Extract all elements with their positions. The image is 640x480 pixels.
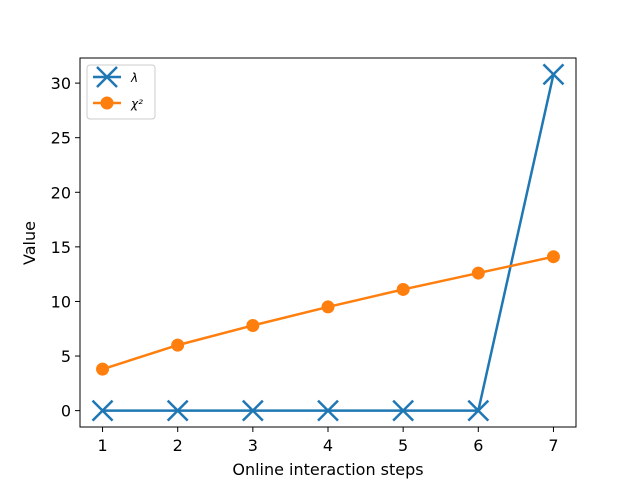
data-point-1 <box>317 399 339 422</box>
y-tick-label: 20 <box>51 183 71 202</box>
data-point-2 <box>471 266 485 280</box>
data-point-1 <box>542 63 565 86</box>
series-layer <box>91 63 565 422</box>
data-point-1 <box>392 399 415 422</box>
y-tick-label: 5 <box>61 347 71 366</box>
data-point-1 <box>467 399 490 422</box>
data-point-2 <box>96 362 110 376</box>
x-axis: 1 2 3 4 5 6 7 <box>97 427 559 455</box>
x-tick-label: 1 <box>97 436 107 455</box>
y-axis: 0 5 10 15 20 25 30 <box>51 74 80 421</box>
y-tick-label: 30 <box>51 74 71 93</box>
y-tick-label: 0 <box>61 402 71 421</box>
x-tick-label: 5 <box>398 436 408 455</box>
y-tick-label: 10 <box>51 292 71 311</box>
legend-marker <box>96 66 118 88</box>
x-tick-label: 4 <box>323 436 333 455</box>
data-point-1 <box>166 399 189 422</box>
x-tick-label: 6 <box>473 436 483 455</box>
legend: λ χ² <box>86 64 156 120</box>
data-point-2 <box>171 338 185 352</box>
series-line-1 <box>102 74 555 412</box>
x-tick-label: 2 <box>173 436 183 455</box>
data-point-1 <box>91 399 114 422</box>
legend-entry-label: χ² <box>130 97 143 111</box>
x-tick-label: 7 <box>548 436 558 455</box>
x-tick-label: 3 <box>248 436 258 455</box>
data-point-2 <box>396 282 410 296</box>
y-tick-label: 15 <box>51 238 71 257</box>
data-point-2 <box>546 250 560 264</box>
x-axis-label: Online interaction steps <box>232 460 423 479</box>
data-point-1 <box>241 399 264 422</box>
data-point-2 <box>246 318 260 332</box>
legend-entry-label: λ <box>130 71 138 85</box>
legend-box <box>86 64 156 120</box>
y-tick-label: 25 <box>51 129 71 148</box>
data-point-2 <box>321 300 335 314</box>
y-axis-label: Value <box>20 221 39 265</box>
legend-marker <box>100 96 114 110</box>
